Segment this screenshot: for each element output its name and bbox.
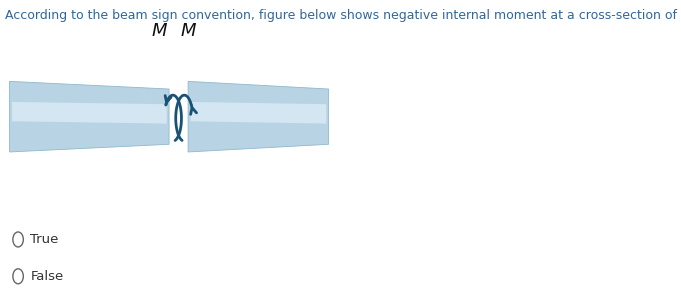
Text: True: True (31, 233, 59, 246)
Polygon shape (10, 81, 169, 152)
Text: According to the beam sign convention, figure below shows negative internal mome: According to the beam sign convention, f… (5, 9, 681, 22)
Polygon shape (12, 102, 167, 124)
Text: $M$: $M$ (151, 22, 168, 40)
Polygon shape (191, 102, 326, 124)
Polygon shape (188, 81, 329, 152)
Text: False: False (31, 270, 64, 283)
Text: $M$: $M$ (180, 22, 197, 40)
